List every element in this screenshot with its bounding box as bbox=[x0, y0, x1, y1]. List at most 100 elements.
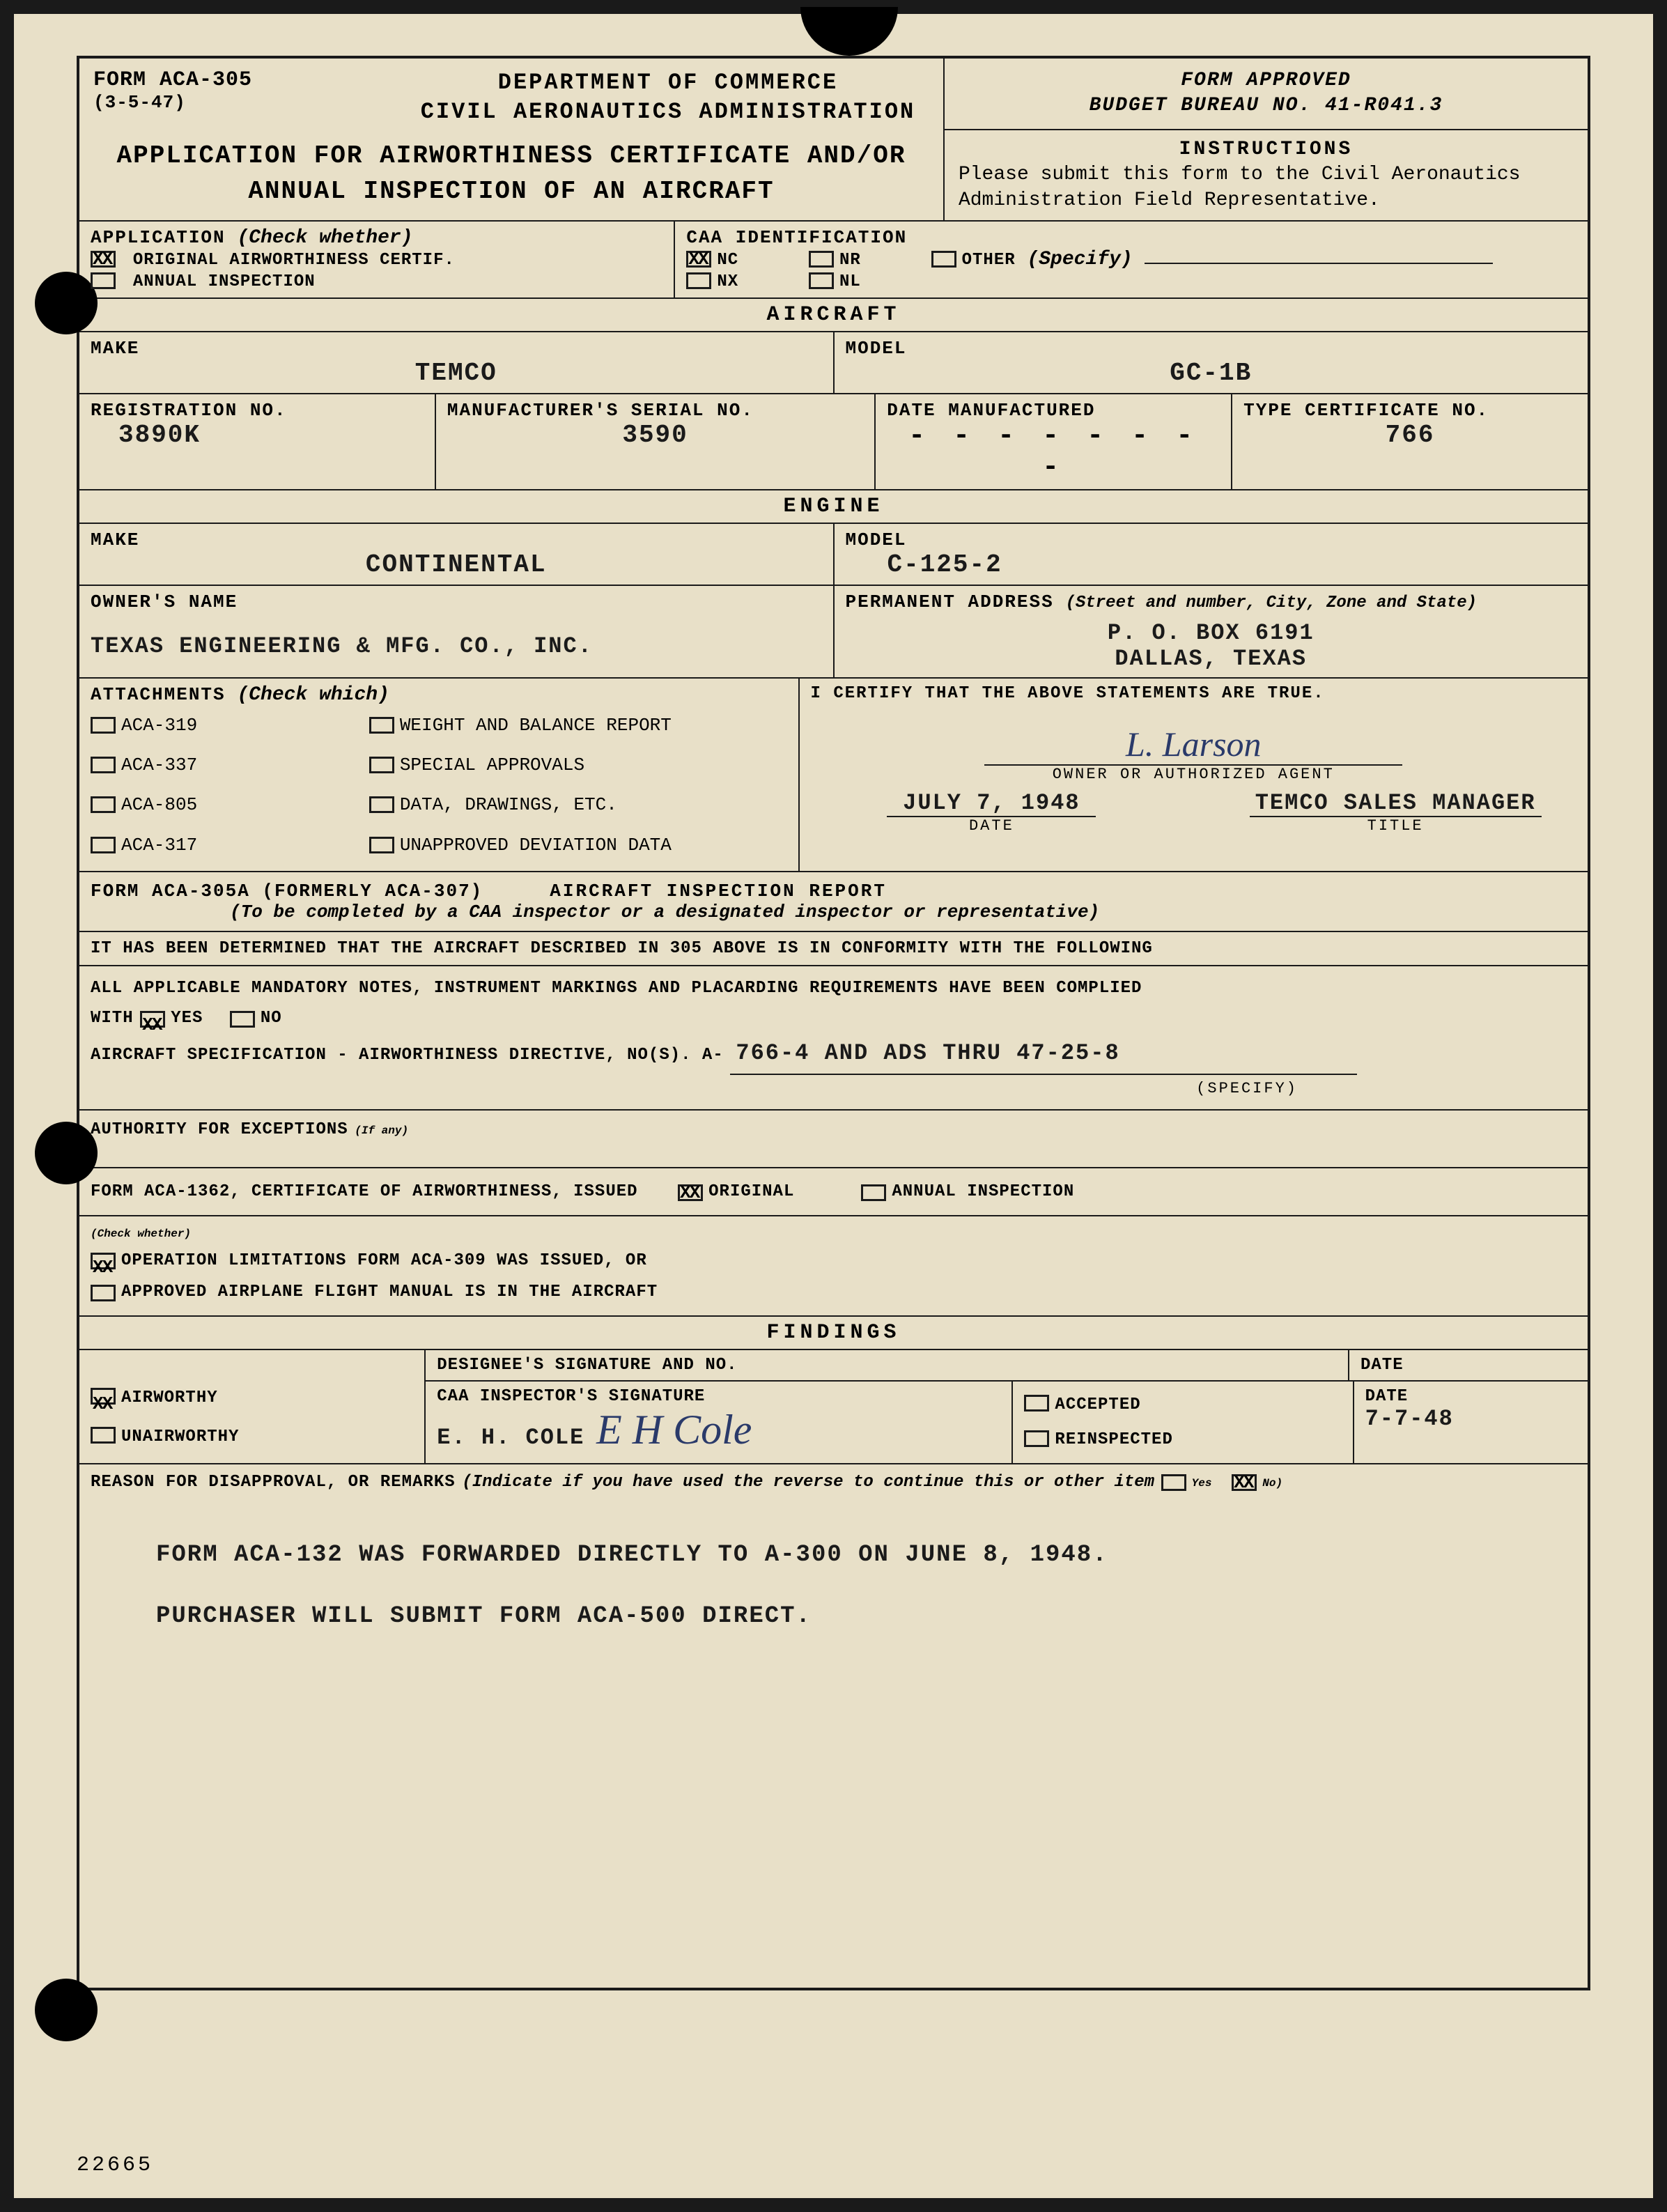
op-limit: OPERATION LIMITATIONS FORM ACA-309 WAS I… bbox=[121, 1251, 647, 1270]
owner-name-label: OWNER'S NAME bbox=[91, 591, 822, 612]
approved-2: BUDGET BUREAU NO. 41-R041.3 bbox=[959, 93, 1574, 118]
aca319: ACA-319 bbox=[121, 715, 197, 736]
remarks-line2: Purchaser will submit form ACA-500 direc… bbox=[156, 1603, 1567, 1630]
remarks-yes: Yes bbox=[1192, 1477, 1212, 1490]
findings-date: 7-7-48 bbox=[1365, 1406, 1576, 1432]
punch-hole bbox=[35, 1122, 98, 1184]
agent-label: OWNER OR AUTHORIZED AGENT bbox=[811, 766, 1576, 783]
wb: WEIGHT AND BALANCE REPORT bbox=[400, 715, 672, 736]
checkbox-aca337[interactable] bbox=[91, 757, 116, 773]
checkbox-remarks-yes[interactable] bbox=[1161, 1474, 1186, 1491]
checkbox-nr[interactable] bbox=[809, 251, 834, 268]
mandatory-text: ALL APPLICABLE MANDATORY NOTES, INSTRUME… bbox=[91, 979, 1142, 998]
checkbox-aca805[interactable] bbox=[91, 796, 116, 813]
engine-make-cell: MAKE Continental bbox=[79, 524, 835, 585]
checkbox-other[interactable] bbox=[931, 251, 956, 268]
nx: NX bbox=[717, 272, 738, 291]
make-label: MAKE bbox=[91, 338, 822, 359]
checkbox-original[interactable] bbox=[91, 251, 116, 268]
approved-box: FORM APPROVED BUDGET BUREAU NO. 41-R041.… bbox=[945, 59, 1588, 130]
engine-model: C-125-2 bbox=[846, 550, 1577, 579]
application-row: APPLICATION (Check whether) ORIGINAL AIR… bbox=[79, 222, 1588, 299]
aircraft-model-cell: MODEL GC-1B bbox=[835, 332, 1588, 393]
form-id: FORM ACA-305 bbox=[93, 68, 407, 92]
header-left: FORM ACA-305 (3-5-47) DEPARTMENT OF COMM… bbox=[79, 59, 945, 220]
addr-label: PERMANENT ADDRESS bbox=[846, 591, 1054, 612]
accepted-cell: ACCEPTED REINSPECTED bbox=[1013, 1382, 1354, 1463]
serial-no: 3590 bbox=[447, 421, 863, 449]
checkbox-airworthy[interactable] bbox=[91, 1388, 116, 1405]
checkbox-issued-annual[interactable] bbox=[861, 1184, 886, 1201]
checkbox-flight-manual[interactable] bbox=[91, 1285, 116, 1301]
form-container: FORM ACA-305 (3-5-47) DEPARTMENT OF COMM… bbox=[77, 56, 1590, 1990]
addr-hint: (Street and number, City, Zone and State… bbox=[1066, 594, 1478, 612]
checkbox-wb[interactable] bbox=[369, 717, 394, 734]
title-label: TITLE bbox=[1214, 817, 1576, 835]
other-specify-field[interactable] bbox=[1145, 263, 1493, 264]
checkbox-nl[interactable] bbox=[809, 272, 834, 289]
check-which: (Check which) bbox=[237, 684, 389, 706]
header-row: FORM ACA-305 (3-5-47) DEPARTMENT OF COMM… bbox=[79, 59, 1588, 222]
engine-model-cell: MODEL C-125-2 bbox=[835, 524, 1588, 585]
engine-make: Continental bbox=[91, 550, 822, 579]
nc: NC bbox=[717, 251, 738, 270]
specify: (Specify) bbox=[1027, 249, 1132, 270]
checkbox-op-limit[interactable] bbox=[91, 1253, 116, 1269]
checkbox-complied-no[interactable] bbox=[230, 1011, 255, 1028]
certify-date: July 7, 1948 bbox=[887, 790, 1096, 817]
orig-label: ORIGINAL AIRWORTHINESS CERTIF. bbox=[133, 251, 455, 270]
attach-list: ACA-319 WEIGHT AND BALANCE REPORT ACA-33… bbox=[91, 706, 787, 865]
checkbox-aca317[interactable] bbox=[91, 837, 116, 853]
checkbox-issued-original[interactable] bbox=[678, 1184, 703, 1201]
with: WITH bbox=[91, 1009, 134, 1028]
remarks-hint: (Indicate if you have used the reverse t… bbox=[462, 1473, 1154, 1492]
remarks-header: REASON FOR DISAPPROVAL, OR REMARKS (Indi… bbox=[79, 1464, 1588, 1500]
owner-name-cell: OWNER'S NAME Texas Engineering & Mfg. Co… bbox=[79, 586, 835, 677]
checkbox-nx[interactable] bbox=[686, 272, 711, 289]
checkbox-sa[interactable] bbox=[369, 757, 394, 773]
checkbox-accepted[interactable] bbox=[1024, 1395, 1049, 1411]
form-date: (3-5-47) bbox=[93, 92, 407, 113]
reinspected: REINSPECTED bbox=[1055, 1430, 1172, 1449]
dept-line1: DEPARTMENT OF COMMERCE bbox=[407, 68, 929, 98]
owner-signature: L. Larson bbox=[984, 724, 1402, 766]
serial-label: MANUFACTURER'S SERIAL NO. bbox=[447, 400, 863, 421]
mandatory-row: ALL APPLICABLE MANDATORY NOTES, INSTRUME… bbox=[79, 966, 1588, 1111]
nl: NL bbox=[839, 272, 861, 291]
report-header: FORM ACA-305a (FORMERLY ACA-307) AIRCRAF… bbox=[79, 872, 1588, 932]
attach-certify-row: ATTACHMENTS (Check which) ACA-319 WEIGHT… bbox=[79, 679, 1588, 872]
checkbox-unairworthy[interactable] bbox=[91, 1427, 116, 1444]
app-title-1: APPLICATION FOR AIRWORTHINESS CERTIFICAT… bbox=[93, 139, 929, 173]
aircraft-make-cell: MAKE Temco bbox=[79, 332, 835, 393]
aca805: ACA-805 bbox=[121, 794, 197, 815]
date-mfg-label: DATE MANUFACTURED bbox=[887, 400, 1220, 421]
checkbox-dd[interactable] bbox=[369, 796, 394, 813]
airworthy: AIRWORTHY bbox=[121, 1389, 218, 1407]
date-label-2: DATE bbox=[1365, 1387, 1576, 1406]
certify-cell: I CERTIFY THAT THE ABOVE STATEMENTS ARE … bbox=[800, 679, 1588, 871]
caa-id-label: CAA IDENTIFICATION bbox=[686, 227, 907, 248]
reg-no: 3890K bbox=[91, 421, 424, 449]
checkbox-udd[interactable] bbox=[369, 837, 394, 853]
date-label: DATE bbox=[811, 817, 1173, 835]
checkbox-aca319[interactable] bbox=[91, 717, 116, 734]
remarks-no: No) bbox=[1262, 1477, 1282, 1490]
annual: ANNUAL INSPECTION bbox=[892, 1182, 1074, 1201]
report-form-label: FORM ACA-305a (FORMERLY ACA-307) bbox=[91, 881, 483, 902]
checkbox-remarks-no[interactable] bbox=[1232, 1474, 1257, 1491]
owner-row: OWNER'S NAME Texas Engineering & Mfg. Co… bbox=[79, 586, 1588, 679]
checkbox-reinspected[interactable] bbox=[1024, 1430, 1049, 1447]
remarks-area: Form ACA-132 was forwarded directly to A… bbox=[79, 1500, 1588, 1988]
checkbox-nc[interactable] bbox=[686, 251, 711, 268]
checkbox-complied-yes[interactable] bbox=[140, 1011, 165, 1028]
conform-text: IT HAS BEEN DETERMINED THAT THE AIRCRAFT… bbox=[91, 939, 1153, 958]
findings-date-cell: DATE 7-7-48 bbox=[1354, 1382, 1588, 1463]
nr: NR bbox=[839, 251, 861, 270]
date-label-1: DATE bbox=[1360, 1356, 1576, 1375]
date-mfg: - - - - - - - - bbox=[887, 421, 1220, 484]
aircraft-model: GC-1B bbox=[846, 359, 1577, 387]
checkbox-annual[interactable] bbox=[91, 272, 116, 289]
date-mfg-cell: DATE MANUFACTURED - - - - - - - - bbox=[876, 394, 1232, 489]
findings-header: FINDINGS bbox=[79, 1317, 1588, 1350]
engine-model-label: MODEL bbox=[846, 529, 1577, 550]
